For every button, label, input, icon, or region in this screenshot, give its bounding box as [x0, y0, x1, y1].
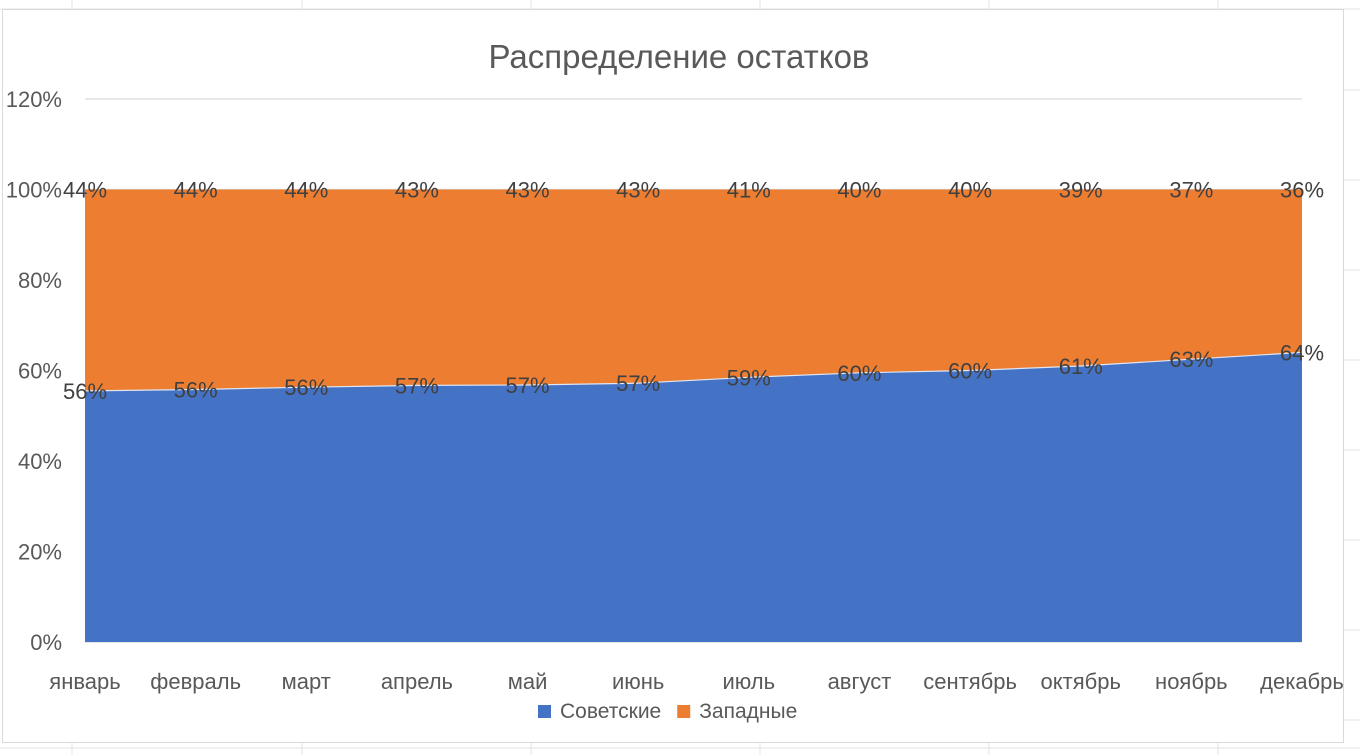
data-label: 59%: [727, 365, 771, 390]
data-label: 64%: [1280, 340, 1324, 365]
data-label: 44%: [174, 178, 218, 203]
data-label: 61%: [1059, 354, 1103, 379]
area-series-2: [85, 189, 1302, 391]
data-label: 60%: [948, 359, 992, 384]
data-label: 57%: [616, 371, 660, 396]
data-label: 57%: [506, 373, 550, 398]
legend-label: Западные: [699, 700, 797, 723]
legend-label: Советские: [560, 700, 661, 723]
data-label: 43%: [506, 178, 550, 203]
y-tick-label: 20%: [18, 540, 62, 565]
x-tick-label: март: [282, 669, 331, 694]
y-tick-label: 120%: [6, 87, 62, 112]
x-tick-label: октябрь: [1041, 669, 1121, 694]
area-series-1: [85, 352, 1302, 642]
x-tick-label: май: [508, 669, 548, 694]
x-tick-label: апрель: [381, 669, 453, 694]
x-tick-label: июнь: [612, 669, 664, 694]
y-tick-label: 80%: [18, 268, 62, 293]
data-label: 40%: [837, 178, 881, 203]
data-label: 57%: [395, 373, 439, 398]
data-label: 44%: [284, 178, 328, 203]
y-tick-label: 60%: [18, 359, 62, 384]
data-label: 63%: [1169, 347, 1213, 372]
data-label: 36%: [1280, 178, 1324, 203]
x-tick-label: сентябрь: [923, 669, 1017, 694]
series-areas: [84, 189, 1303, 642]
data-label: 44%: [63, 178, 107, 203]
x-tick-label: февраль: [150, 669, 241, 694]
x-axis-tick-labels: январь февраль март апрель май июнь июль август…: [49, 669, 1344, 694]
data-label: 43%: [395, 178, 439, 203]
data-label: 56%: [284, 375, 328, 400]
legend: Советские Западные: [538, 700, 797, 723]
chart-svg: Распределение остатков 0% 20% 40% 60% 80% 100…: [6, 38, 1344, 723]
data-label: 40%: [948, 178, 992, 203]
x-tick-label: ноябрь: [1155, 669, 1228, 694]
data-label: 56%: [63, 379, 107, 404]
x-tick-label: август: [828, 669, 892, 694]
data-label: 37%: [1169, 178, 1213, 203]
legend-swatch: [677, 705, 691, 718]
data-label: 56%: [174, 378, 218, 403]
x-tick-label: январь: [49, 669, 120, 694]
data-label: 41%: [727, 178, 771, 203]
data-label: 39%: [1059, 178, 1103, 203]
data-label: 43%: [616, 178, 660, 203]
x-tick-label: декабрь: [1260, 669, 1344, 694]
y-tick-label: 0%: [30, 630, 62, 655]
y-axis-tick-labels: 0% 20% 40% 60% 80% 100% 120%: [6, 87, 62, 655]
chart-title: Распределение остатков: [489, 38, 870, 75]
data-labels: 56% 56% 56% 57% 57% 57% 59% 60% 60% 61% 63% 64% 44% 4…: [63, 178, 1324, 404]
y-tick-label: 40%: [18, 449, 62, 474]
series-boundary-line: [84, 351, 1303, 392]
chart-area[interactable]: Распределение остатков 0% 20% 40% 60% 80% 100…: [2, 9, 1344, 743]
legend-swatch: [538, 705, 551, 718]
y-tick-label: 100%: [6, 178, 62, 203]
data-label: 60%: [837, 361, 881, 386]
x-tick-label: июль: [723, 669, 776, 694]
